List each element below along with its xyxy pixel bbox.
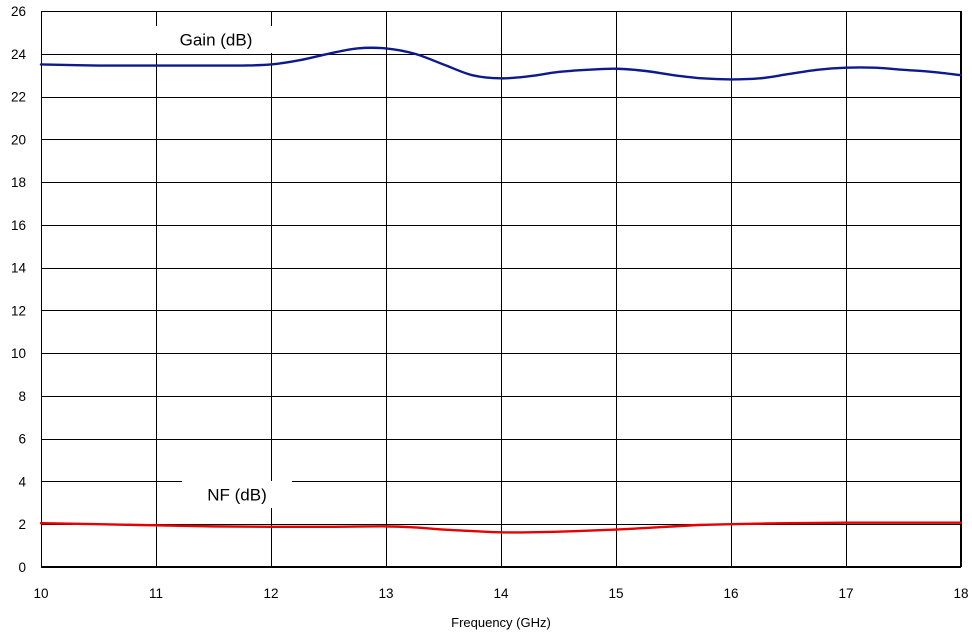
x-tick-label: 15 <box>608 586 623 601</box>
x-tick-label: 18 <box>953 586 968 601</box>
y-tick-label: 16 <box>11 218 26 233</box>
x-axis-title: Frequency (GHz) <box>451 615 551 630</box>
series-line-gain-db <box>39 46 963 81</box>
y-tick-label: 18 <box>11 175 26 190</box>
series-lines <box>39 46 963 534</box>
y-tick-label: 26 <box>11 4 26 19</box>
series-annotation-label: Gain (dB) <box>180 31 253 50</box>
y-tick-label: 20 <box>11 132 26 147</box>
series-line-nf-db <box>39 521 963 534</box>
x-tick-label: 10 <box>33 586 48 601</box>
y-tick-label: 12 <box>11 303 26 318</box>
annotations: Gain (dB) NF (dB) <box>156 26 292 508</box>
y-tick-label: 0 <box>18 560 26 575</box>
y-tick-label: 2 <box>18 517 26 532</box>
y-tick-label: 14 <box>11 261 27 276</box>
y-tick-label: 6 <box>18 432 26 447</box>
grid <box>41 11 962 568</box>
y-tick-label: 24 <box>11 47 27 62</box>
y-tick-label: 8 <box>18 389 26 404</box>
x-tick-label: 13 <box>378 586 393 601</box>
annotation-background <box>182 481 292 508</box>
plot-frame <box>41 11 961 567</box>
x-tick-label: 12 <box>263 586 278 601</box>
annotation-background <box>156 26 276 53</box>
y-tick-label: 10 <box>11 346 26 361</box>
tick-labels: 10 11 12 13 14 15 16 17 180246810121416182022242… <box>11 4 969 601</box>
series-annotation-label: NF (dB) <box>207 486 267 505</box>
x-tick-label: 14 <box>493 586 509 601</box>
x-tick-label: 16 <box>723 586 738 601</box>
x-tick-label: 11 <box>149 586 163 601</box>
y-tick-label: 4 <box>18 474 26 489</box>
x-tick-label: 17 <box>838 586 853 601</box>
y-tick-label: 22 <box>11 90 26 105</box>
